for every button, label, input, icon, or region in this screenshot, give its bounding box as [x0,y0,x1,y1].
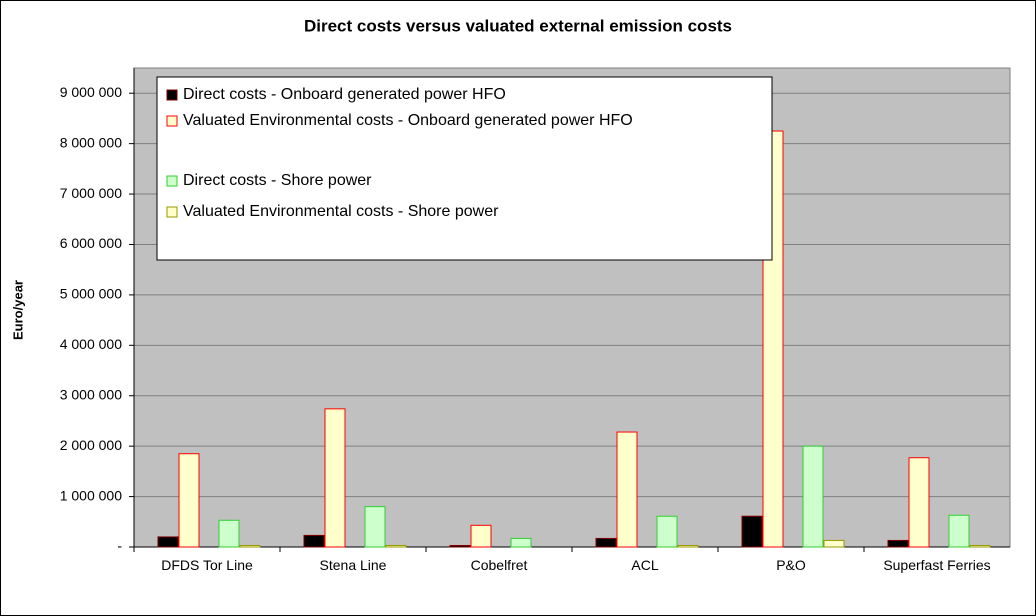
bar [969,544,991,548]
bar [324,408,346,548]
legend-swatch [166,89,178,101]
bar [741,515,763,548]
x-tick-label: Cobelfret [470,557,528,573]
bar [449,544,471,548]
bar [157,536,179,548]
y-tick-label: 1 000 000 [60,487,122,503]
y-tick-label: - [117,538,122,554]
bar [948,514,970,548]
bar [385,544,407,548]
x-tick-label: Superfast Ferries [883,557,991,573]
x-tick-label: ACL [631,557,659,573]
legend-swatch [166,206,178,218]
y-tick-label: 7 000 000 [60,185,122,201]
y-tick-label: 3 000 000 [60,386,122,402]
legend-box [156,76,773,261]
y-tick-label: 6 000 000 [60,235,122,251]
bar [616,431,638,548]
legend-swatch [166,115,178,127]
bar [823,539,845,548]
x-tick-label: Stena Line [319,557,387,573]
bar [364,506,386,548]
y-axis-label: Euro/year [10,280,25,340]
y-tick-label: 2 000 000 [60,437,122,453]
bar [908,457,930,548]
bar [802,445,824,548]
y-tick-label: 9 000 000 [60,84,122,100]
bar [303,534,325,548]
x-tick-label: DFDS Tor Line [161,557,253,573]
legend-label: Valuated Environmental costs - Shore pow… [183,203,499,220]
legend-label: Direct costs - Onboard generated power H… [183,86,506,103]
bar [239,544,261,548]
bar [470,524,492,548]
legend-label: Direct costs - Shore power [183,172,372,189]
y-tick-label: 5 000 000 [60,286,122,302]
bar [656,515,678,548]
y-tick-label: 8 000 000 [60,134,122,150]
bar [677,544,699,548]
y-tick-label: 4 000 000 [60,336,122,352]
legend-swatch [166,175,178,187]
bar [218,519,240,548]
bar [178,453,200,548]
x-tick-label: P&O [776,557,806,573]
legend-label: Valuated Environmental costs - Onboard g… [183,112,633,129]
bar [595,537,617,548]
bar [887,539,909,548]
chart-title: Direct costs versus valuated external em… [304,16,732,35]
bar [510,537,532,548]
